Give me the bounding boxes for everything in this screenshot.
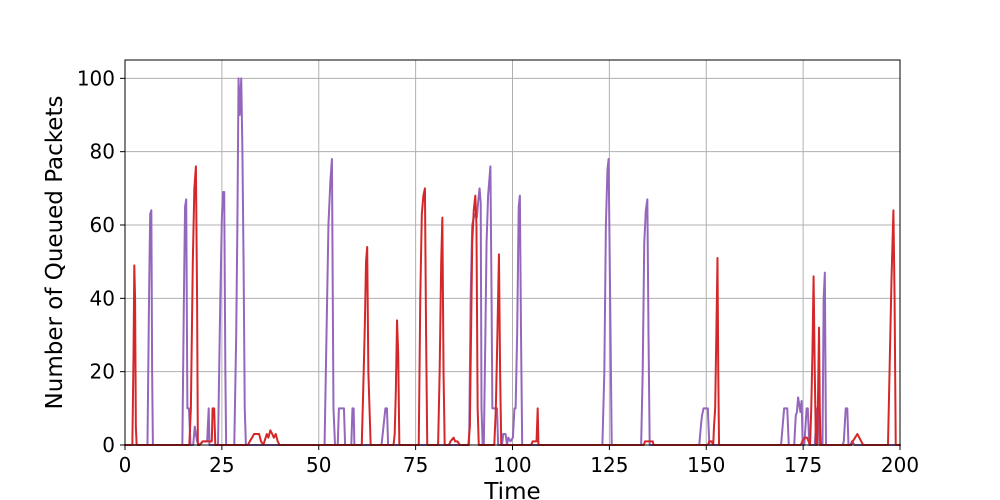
x-tick-label: 25 (209, 453, 234, 477)
series-line-1 (124, 77, 901, 446)
x-tick-label: 125 (590, 453, 628, 477)
ticks: 0 25 50 75 100 125 150 175 200 0 20 40 60 80 100 (77, 66, 919, 477)
y-tick-label: 60 (90, 213, 115, 237)
x-tick-label: 100 (493, 453, 531, 477)
x-axis-label: Time (483, 479, 540, 500)
y-tick-label: 80 (90, 140, 115, 164)
series-line-2 (124, 165, 901, 446)
series-group (124, 77, 901, 446)
y-tick-label: 40 (90, 286, 115, 310)
y-tick-label: 20 (90, 360, 115, 384)
x-tick-label: 50 (306, 453, 331, 477)
x-tick-label: 0 (119, 453, 132, 477)
y-tick-label: 100 (77, 66, 115, 90)
y-tick-label: 0 (102, 433, 115, 457)
x-tick-label: 150 (687, 453, 725, 477)
x-tick-label: 175 (784, 453, 822, 477)
x-tick-label: 75 (403, 453, 428, 477)
y-axis-label: Number of Queued Packets (42, 96, 68, 410)
x-tick-label: 200 (881, 453, 919, 477)
